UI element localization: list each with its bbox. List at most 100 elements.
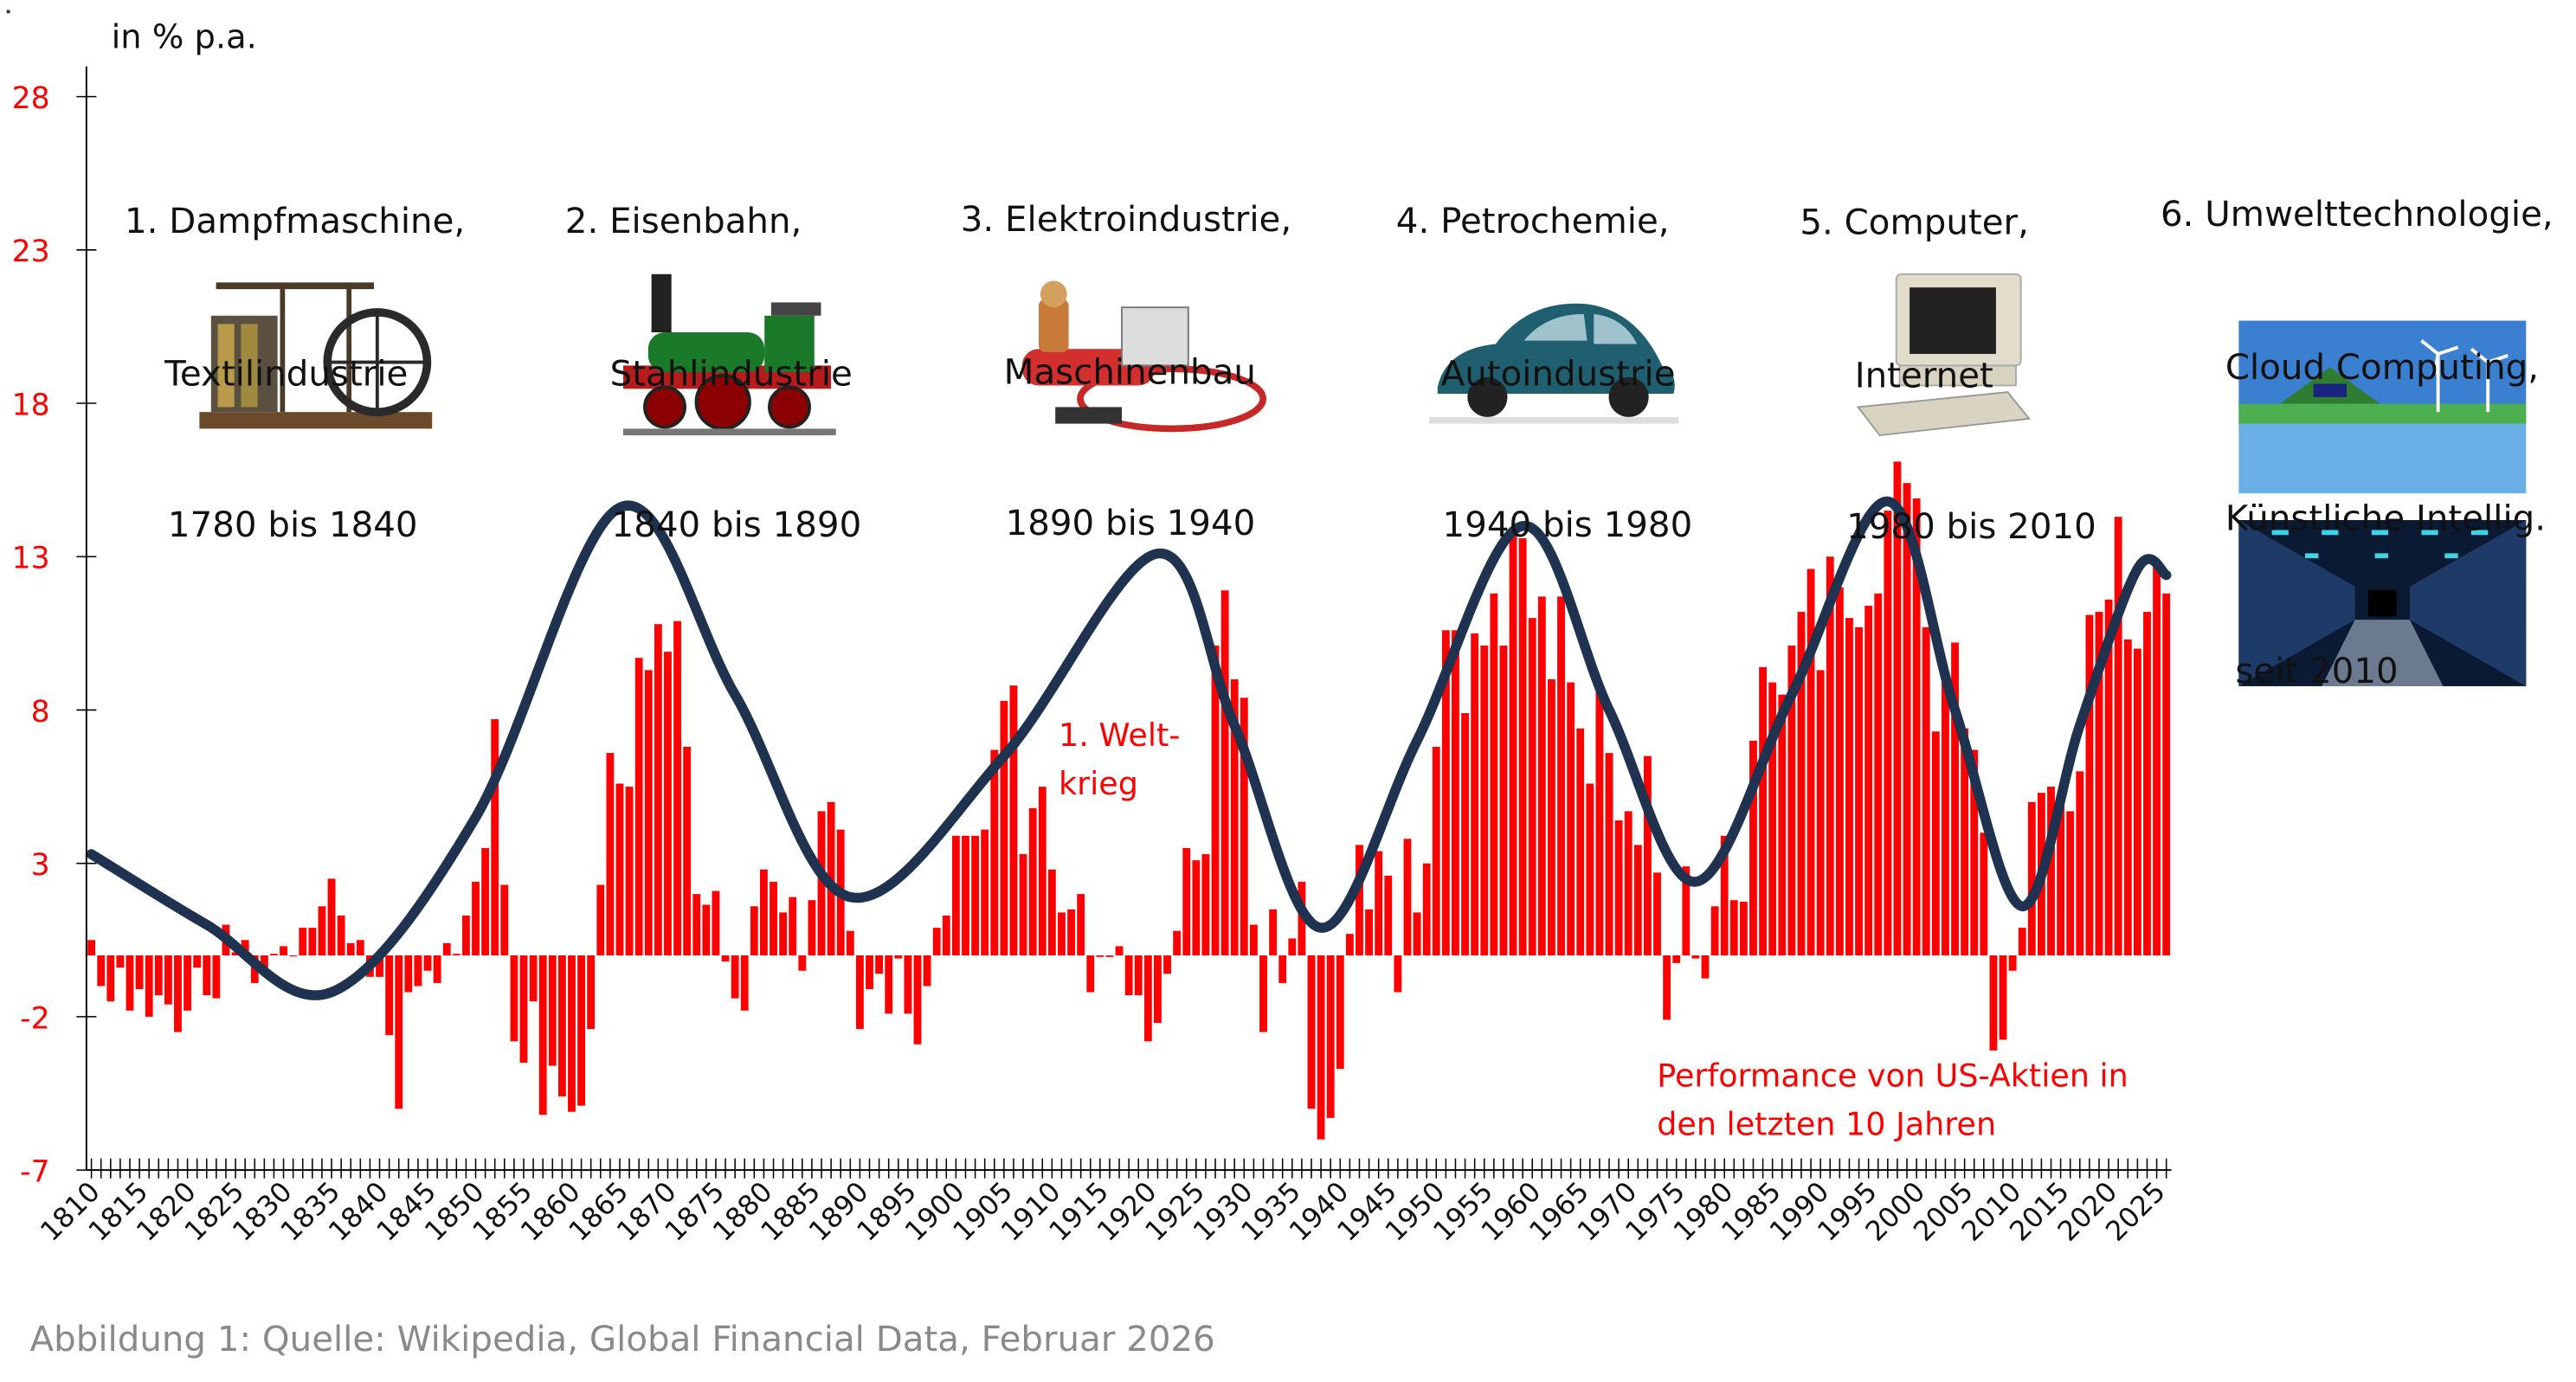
bar-1866 — [625, 787, 634, 955]
bar-2012 — [2027, 801, 2036, 955]
bar-2025 — [2153, 559, 2161, 955]
bar-1834 — [318, 906, 326, 955]
legend-line-2: den letzten 10 Jahren — [1657, 1106, 1997, 1143]
bar-2002 — [1931, 731, 1940, 955]
bar-1878 — [740, 955, 749, 1011]
bar-1931 — [1249, 924, 1258, 955]
era-3-industry: Maschinenbau — [1003, 351, 1256, 392]
bar-1945 — [1384, 875, 1393, 955]
bar-1995 — [1864, 605, 1873, 955]
era-5-period: 1980 bis 2010 — [1846, 506, 2096, 547]
bar-1831 — [289, 955, 298, 957]
bar-1912 — [1067, 909, 1075, 955]
era-label-5: 5. Computer, Internet 1980 bis 2010 — [1800, 96, 2096, 653]
bar-2016 — [2066, 811, 2075, 955]
x-tick-label: 1860 — [515, 1176, 586, 1247]
bar-1832 — [299, 928, 307, 955]
x-tick-label: 1985 — [1716, 1176, 1787, 1247]
bar-2001 — [1922, 627, 1930, 955]
bar-1905 — [1000, 700, 1008, 955]
bar-1904 — [990, 749, 999, 955]
era-6-industry-2: Künstliche Intellig. — [2225, 498, 2547, 539]
bar-1916 — [1105, 955, 1114, 957]
bar-1894 — [894, 955, 903, 959]
bar-1913 — [1077, 894, 1085, 955]
bar-1920 — [1143, 955, 1152, 1042]
era-label-6: 6. Umwelttechnologie, Cloud Computing, K… — [2161, 88, 2553, 798]
bar-2009 — [1999, 955, 2007, 1040]
era-1-industry: Textilindustrie — [164, 353, 409, 394]
bar-1929 — [1230, 679, 1239, 955]
bar-1895 — [904, 955, 912, 1014]
bar-1982 — [1739, 901, 1748, 955]
bar-1892 — [875, 955, 884, 974]
x-tick-label: 1975 — [1620, 1176, 1690, 1247]
x-tick-label: 1815 — [83, 1176, 154, 1247]
bar-1976 — [1682, 866, 1690, 955]
bar-1947 — [1403, 839, 1412, 955]
bar-1921 — [1154, 955, 1162, 1023]
bar-1902 — [971, 835, 979, 955]
bar-1876 — [721, 955, 730, 962]
x-tick-label: 1965 — [1523, 1176, 1594, 1247]
x-tick-label: 1855 — [467, 1176, 538, 1247]
y-tick-label: 18 — [12, 388, 50, 422]
bar-1873 — [692, 894, 701, 955]
bar-1835 — [327, 878, 336, 955]
bar-1875 — [712, 890, 720, 955]
bar-1974 — [1663, 955, 1671, 1020]
bar-2024 — [2143, 612, 2151, 955]
era-label-2: 2. Eisenbahn, Stahlindustrie 1840 bis 18… — [565, 94, 861, 652]
bar-1867 — [634, 658, 643, 955]
bar-1993 — [1845, 618, 1853, 955]
x-tick-label: 2020 — [2052, 1176, 2123, 1247]
bar-1962 — [1548, 679, 1555, 955]
bar-1980 — [1720, 835, 1729, 955]
bar-1918 — [1124, 955, 1133, 996]
bar-1840 — [376, 955, 383, 977]
bar-1874 — [702, 904, 711, 955]
bar-1870 — [664, 652, 672, 955]
bar-1842 — [395, 955, 403, 1109]
bar-1948 — [1413, 912, 1421, 955]
x-tick-label: 1960 — [1476, 1176, 1547, 1247]
x-tick-label: 2015 — [2004, 1176, 2075, 1247]
era-1-period: 1780 bis 1840 — [167, 505, 418, 545]
bar-1868 — [644, 670, 653, 955]
bar-1970 — [1624, 811, 1633, 955]
x-tick-label: 1820 — [131, 1176, 202, 1247]
bar-1828 — [260, 955, 268, 971]
era-4-industry: Autoindustrie — [1440, 353, 1676, 394]
bar-1885 — [808, 900, 816, 955]
bar-1964 — [1567, 682, 1575, 955]
bar-1990 — [1816, 670, 1825, 955]
bar-1987 — [1787, 646, 1796, 955]
y-tick-label: 28 — [12, 81, 50, 116]
bar-1900 — [951, 835, 960, 955]
bar-1946 — [1394, 955, 1402, 993]
bar-1824 — [222, 924, 230, 955]
bar-1815 — [135, 955, 144, 989]
computer-image — [1856, 273, 2032, 437]
bar-1917 — [1115, 946, 1124, 955]
bar-1816 — [145, 955, 153, 1017]
bar-1994 — [1855, 627, 1863, 955]
bar-1869 — [654, 624, 662, 955]
bar-1942 — [1356, 845, 1363, 955]
x-tick-label: 1890 — [803, 1176, 874, 1247]
bar-1833 — [308, 928, 317, 955]
bar-1911 — [1058, 912, 1066, 955]
data-center-image — [2238, 519, 2527, 686]
bar-1972 — [1643, 755, 1652, 955]
bar-1967 — [1595, 688, 1604, 955]
era-3-period: 1890 bis 1940 — [1005, 503, 1256, 543]
x-tick-label: 1955 — [1427, 1176, 1498, 1247]
bar-1922 — [1163, 955, 1171, 974]
bar-2022 — [2123, 639, 2132, 955]
bar-2013 — [2037, 793, 2045, 955]
bar-2004 — [1951, 642, 1959, 955]
bar-1822 — [203, 955, 211, 996]
era-4-title: 4. Petrochemie, — [1395, 201, 1670, 241]
era-3-title: 3. Elektroindustrie, — [960, 199, 1292, 240]
bar-1890 — [855, 955, 864, 1030]
